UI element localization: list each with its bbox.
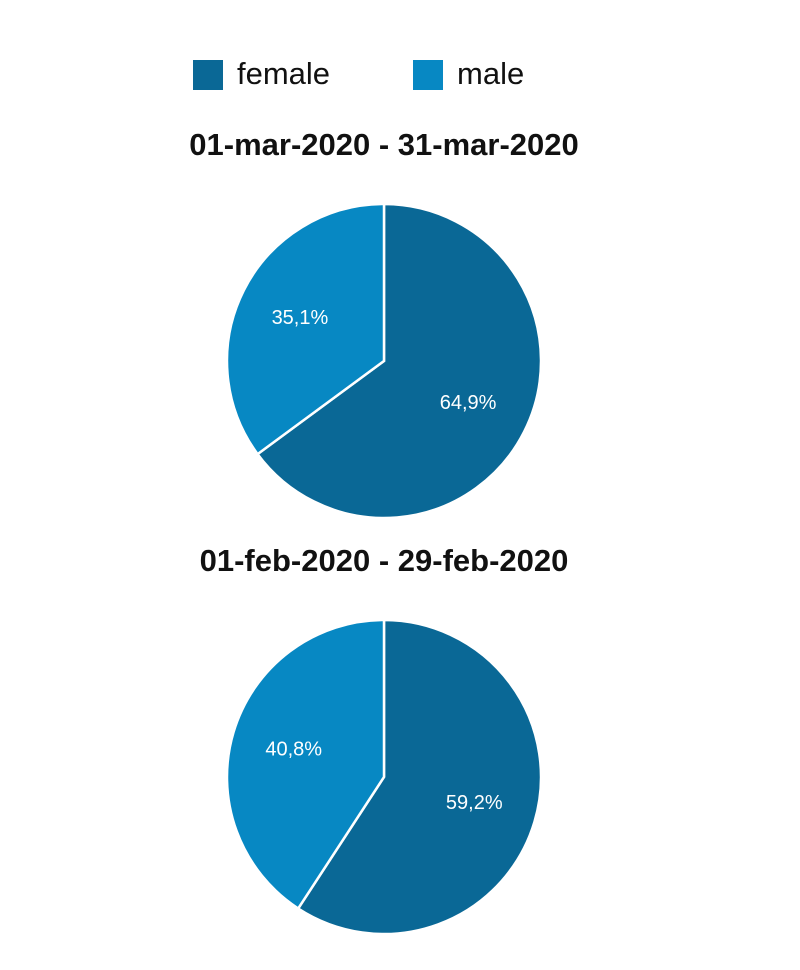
- chart-title: 01-mar-2020 - 31-mar-2020: [189, 127, 578, 162]
- value-label: 59,2%: [446, 792, 503, 814]
- legend-label: female: [237, 56, 330, 91]
- value-label: 40,8%: [265, 738, 322, 760]
- value-label: 64,9%: [440, 392, 497, 414]
- legend-label: male: [457, 56, 524, 91]
- pie-slice: [296, 618, 543, 936]
- chart-title: 01-feb-2020 - 29-feb-2020: [200, 543, 569, 578]
- legend-swatch: [413, 60, 443, 90]
- value-label: 35,1%: [272, 307, 329, 329]
- pie-slice: [225, 618, 386, 911]
- pie-slice: [225, 202, 386, 456]
- pie-slice: [255, 202, 543, 520]
- legend-swatch: [193, 60, 223, 90]
